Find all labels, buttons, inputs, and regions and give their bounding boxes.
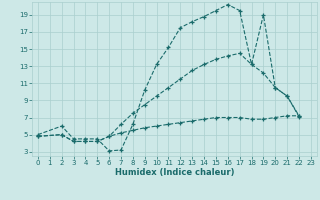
X-axis label: Humidex (Indice chaleur): Humidex (Indice chaleur): [115, 168, 234, 177]
